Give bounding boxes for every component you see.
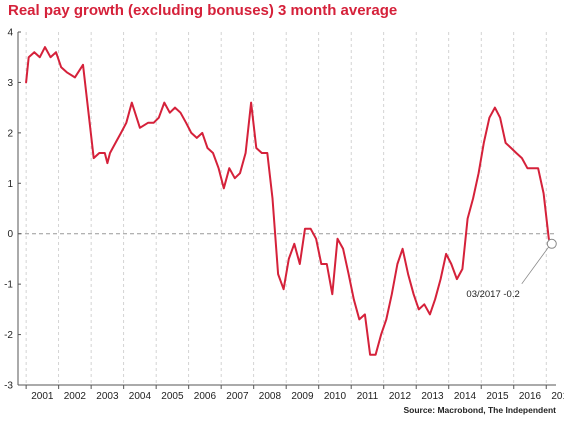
y-tick-label: -2 bbox=[4, 330, 13, 341]
x-tick-label: 2010 bbox=[324, 391, 347, 402]
x-tick-label: 2006 bbox=[194, 391, 217, 402]
x-tick-label: 2004 bbox=[129, 391, 152, 402]
y-tick-label: 2 bbox=[7, 128, 13, 139]
x-tick-label: 2007 bbox=[226, 391, 249, 402]
x-tick-label: 2016 bbox=[519, 391, 542, 402]
y-tick-label: 3 bbox=[7, 78, 13, 89]
x-tick-label: 2003 bbox=[96, 391, 119, 402]
x-tick-label: 2012 bbox=[389, 391, 412, 402]
x-tick-label: 2014 bbox=[454, 391, 477, 402]
callout-marker bbox=[546, 238, 557, 249]
chart-title: Real pay growth (excluding bonuses) 3 mo… bbox=[8, 2, 398, 19]
x-tick-label: 2017 bbox=[551, 391, 564, 402]
grid-layer bbox=[18, 32, 556, 385]
y-tick-label: -3 bbox=[4, 381, 13, 392]
callout-label: 03/2017 -0.2 bbox=[466, 289, 519, 300]
annotation-layer: 03/2017 -0.2 bbox=[466, 238, 557, 300]
callout-leader-line bbox=[521, 246, 550, 285]
y-tick-label: 1 bbox=[7, 179, 13, 190]
x-tick-label: 2005 bbox=[161, 391, 184, 402]
series-layer bbox=[25, 46, 553, 356]
y-tick-label: 4 bbox=[7, 28, 13, 39]
x-tick-label: 2008 bbox=[259, 391, 282, 402]
x-tick-label: 2011 bbox=[357, 391, 379, 402]
axis-layer: 2001 2002 2003 2004 2005 2006 2007 2008 2009 2010… bbox=[4, 28, 564, 403]
x-tick-label: 2001 bbox=[31, 391, 54, 402]
y-tick-label: 0 bbox=[7, 229, 13, 240]
x-tick-label: 2013 bbox=[421, 391, 444, 402]
y-tick-label: -1 bbox=[4, 280, 13, 291]
x-tick-label: 2009 bbox=[291, 391, 314, 402]
x-tick-label: 2002 bbox=[64, 391, 87, 402]
series-line bbox=[25, 46, 553, 356]
source-note: Source: Macrobond, The Independent bbox=[403, 405, 556, 415]
x-tick-label: 2015 bbox=[486, 391, 509, 402]
